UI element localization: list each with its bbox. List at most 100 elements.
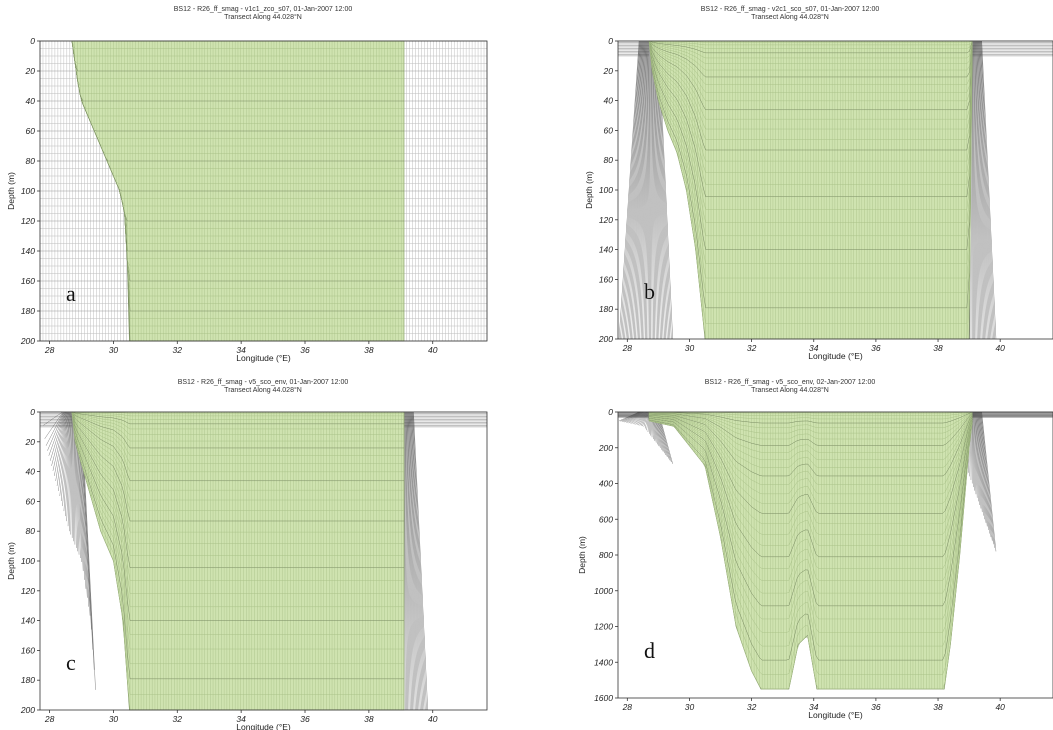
mesh-line xyxy=(631,40,644,340)
mesh-line xyxy=(629,40,644,340)
panel-c: BS12 - R26_ff_smag - v5_sco_env, 01-Jan-… xyxy=(0,365,526,730)
mesh-level xyxy=(648,40,973,120)
chart-plot: 0 20 40 60 80 100 120 140 160 180 200 28 30 32 34 36 38 4… xyxy=(6,36,488,363)
mesh-level xyxy=(648,40,973,140)
mesh-line xyxy=(977,40,987,340)
mesh-level xyxy=(71,40,404,199)
mesh-level xyxy=(71,40,404,102)
mesh-line xyxy=(627,40,643,340)
mesh-level xyxy=(71,411,404,456)
active-mesh xyxy=(71,40,405,342)
mesh-line xyxy=(638,40,647,340)
mesh-line xyxy=(654,40,662,340)
mesh-level xyxy=(649,413,973,477)
mesh-line xyxy=(976,40,984,340)
mesh-line xyxy=(647,40,650,340)
mesh-level xyxy=(649,412,973,440)
mesh-line xyxy=(974,411,978,498)
mesh-level xyxy=(71,40,404,154)
y-tick-label: 200 xyxy=(20,705,35,715)
mesh-line xyxy=(652,40,658,340)
mesh-level xyxy=(649,413,973,453)
mesh-line xyxy=(972,411,974,488)
mesh-line xyxy=(69,411,73,532)
y-tick-label: 140 xyxy=(21,246,35,256)
chart-subtitle: Transect Along 44.028°N xyxy=(224,14,302,21)
mesh-level xyxy=(71,411,404,482)
mesh-line xyxy=(624,40,642,340)
mesh-line xyxy=(407,411,415,711)
mesh-line xyxy=(631,411,644,424)
mesh-line xyxy=(976,411,983,513)
y-tick-label: 1200 xyxy=(594,622,613,632)
mesh-line xyxy=(973,40,975,340)
x-tick-label: 28 xyxy=(622,343,633,353)
x-tick-label: 32 xyxy=(747,702,757,712)
chart-title: BS12 - R26_ff_smag - v5_sco_env, 02-Jan-… xyxy=(704,379,876,386)
y-axis-label: Depth (m) xyxy=(577,536,587,574)
mesh-level xyxy=(648,40,973,78)
mesh-level xyxy=(649,413,973,468)
x-tick-label: 34 xyxy=(236,714,246,724)
mesh-line xyxy=(625,40,642,340)
mesh-level xyxy=(649,418,973,620)
mesh-level xyxy=(648,40,973,102)
y-tick-label: 40 xyxy=(26,467,36,477)
y-tick-label: 1000 xyxy=(594,586,613,596)
mesh-line xyxy=(975,411,982,509)
mesh-line xyxy=(72,411,74,538)
mesh-line xyxy=(979,40,990,340)
mesh-level xyxy=(649,412,973,428)
mesh-level xyxy=(648,40,973,293)
mesh-level xyxy=(71,40,404,117)
mesh-level xyxy=(71,40,404,94)
mesh-level xyxy=(648,40,973,59)
mesh-level xyxy=(71,40,404,79)
x-tick-label: 32 xyxy=(747,343,757,353)
mesh-level xyxy=(649,40,973,43)
mesh-line xyxy=(651,40,655,340)
mesh-line xyxy=(981,40,997,340)
mesh-level xyxy=(649,415,973,514)
y-tick-label: 800 xyxy=(599,550,613,560)
y-tick-label: 1600 xyxy=(594,693,613,703)
mesh-level xyxy=(71,40,404,252)
mesh-line xyxy=(978,411,989,530)
mesh-line xyxy=(636,40,646,340)
mesh-level xyxy=(649,40,973,49)
mesh-line xyxy=(405,411,408,711)
x-axis-label: Longitude (°E) xyxy=(808,710,863,720)
mesh-level xyxy=(649,417,973,581)
mesh-level xyxy=(71,411,404,621)
panel-b: BS12 - R26_ff_smag - v2c1_sco_s07, 01-Ja… xyxy=(527,0,1053,365)
mesh-line xyxy=(52,411,67,471)
y-tick-label: 120 xyxy=(21,216,35,226)
mesh-level xyxy=(71,411,404,650)
mesh-line xyxy=(45,411,64,446)
x-tick-label: 38 xyxy=(364,345,374,355)
mesh-level xyxy=(71,40,404,244)
y-tick-label: 20 xyxy=(25,437,36,447)
mesh-level xyxy=(649,414,973,485)
x-tick-label: 36 xyxy=(871,702,881,712)
mesh-level xyxy=(71,40,404,177)
mesh-line xyxy=(978,40,988,340)
y-tick-label: 180 xyxy=(21,306,35,316)
mesh-line xyxy=(54,411,67,476)
mesh-line xyxy=(409,411,420,711)
chart-subtitle: Transect Along 44.028°N xyxy=(224,387,302,394)
mesh-line xyxy=(66,411,72,522)
mesh-level xyxy=(649,416,973,558)
mesh-level xyxy=(71,411,404,442)
mesh-line xyxy=(413,411,428,711)
mesh-level xyxy=(71,411,404,501)
mesh-level xyxy=(648,40,973,130)
mesh-level xyxy=(71,411,404,430)
chart-plot: 0 20 40 60 80 100 120 140 160 180 200 28 30 32 34 36 38 4… xyxy=(6,407,488,730)
mesh-line xyxy=(976,411,984,516)
mesh-line xyxy=(640,40,648,340)
x-tick-label: 28 xyxy=(622,702,633,712)
mesh-line xyxy=(408,411,416,711)
mesh-line xyxy=(975,40,980,340)
mesh-line xyxy=(643,411,649,427)
